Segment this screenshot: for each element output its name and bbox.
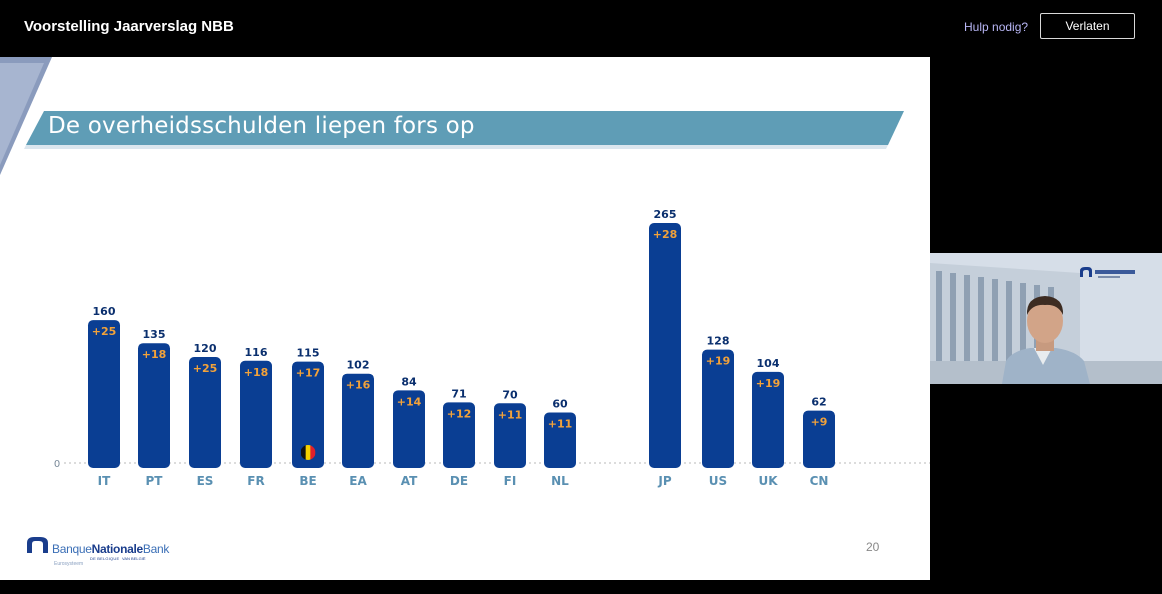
slide-decoration (0, 57, 904, 175)
leave-button[interactable]: Verlaten (1040, 13, 1135, 39)
change-label-fi: +11 (498, 408, 523, 421)
flag-stripe (310, 445, 316, 460)
change-label-ea: +16 (346, 379, 371, 392)
value-label-pt: 135 (143, 328, 166, 341)
change-label-at: +14 (397, 395, 422, 408)
value-label-be: 115 (297, 347, 320, 360)
category-label-at: AT (401, 474, 418, 488)
bar-at (393, 390, 425, 468)
slide-title: De overheidsschulden liepen fors op (48, 113, 475, 139)
change-label-us: +19 (706, 355, 731, 368)
page-number: 20 (866, 540, 880, 554)
value-label-cn: 62 (811, 396, 826, 409)
logo-word-bank: Bank (142, 542, 170, 556)
category-label-pt: PT (146, 474, 164, 488)
logo-sub-nl: VAN BELGIË (122, 556, 146, 561)
participant-video[interactable] (930, 253, 1162, 384)
bar-it (88, 320, 120, 468)
bar-us (702, 349, 734, 468)
change-label-nl: +11 (548, 418, 573, 431)
category-label-fr: FR (247, 474, 264, 488)
category-label-nl: NL (551, 474, 569, 488)
value-label-at: 84 (401, 375, 417, 388)
change-label-cn: +9 (811, 416, 828, 429)
bar-chart: 0 160 +25 IT 135 +18 PT 120 +25 ES 116 +18 FR 115 +17 B… (54, 208, 930, 488)
change-label-be: +17 (296, 367, 321, 380)
app-title: Voorstelling Jaarverslag NBB (24, 18, 234, 35)
value-label-us: 128 (707, 335, 730, 348)
category-label-uk: UK (758, 474, 778, 488)
change-label-es: +25 (193, 362, 218, 375)
change-label-fr: +18 (244, 366, 269, 379)
value-label-it: 160 (93, 305, 116, 318)
category-label-fi: FI (504, 474, 517, 488)
category-label-es: ES (197, 474, 214, 488)
belgian-flag-icon (301, 445, 316, 460)
category-label-jp: JP (657, 474, 671, 488)
zero-label: 0 (54, 459, 60, 470)
bar-pt (138, 343, 170, 468)
logo-eurosystem: Eurosysteem (54, 561, 84, 567)
value-label-uk: 104 (757, 357, 780, 370)
bar-ea (342, 373, 374, 468)
bar-uk (752, 371, 784, 468)
top-bar: Voorstelling Jaarverslag NBB Hulp nodig?… (0, 0, 1162, 56)
logo-wordmark: BanqueNationaleBank (52, 542, 169, 556)
category-label-be: BE (299, 474, 316, 488)
logo-word-banque: Banque (52, 542, 92, 556)
change-label-de: +12 (447, 407, 472, 420)
change-label-jp: +28 (653, 228, 678, 241)
value-label-ea: 102 (347, 359, 370, 372)
bar-cn (803, 410, 835, 468)
bar-es (189, 357, 221, 468)
presentation-slide: De overheidsschulden liepen fors op 0 160… (0, 57, 930, 580)
logo-sub-fr: DE BELGIQUE (90, 556, 120, 561)
category-label-de: DE (450, 474, 468, 488)
value-label-de: 71 (451, 387, 466, 400)
category-label-it: IT (98, 474, 111, 488)
bar-nl (544, 412, 576, 468)
value-label-fi: 70 (502, 388, 518, 401)
category-label-ea: EA (349, 474, 367, 488)
category-label-cn: CN (810, 474, 829, 488)
value-label-fr: 116 (245, 346, 268, 359)
help-link[interactable]: Hulp nodig? (964, 20, 1029, 34)
bar-jp (649, 223, 681, 468)
bar-fi (494, 403, 526, 468)
flag-stripe (301, 445, 306, 460)
flag-stripe (305, 445, 311, 460)
nbb-logo-icon (27, 537, 48, 553)
bar-fr (240, 360, 272, 468)
logo-word-nationale: Nationale (91, 542, 144, 556)
change-label-uk: +19 (756, 377, 781, 390)
change-label-pt: +18 (142, 348, 167, 361)
participant-video-feed-icon (930, 253, 1162, 384)
bar-de (443, 402, 475, 468)
category-label-us: US (709, 474, 727, 488)
bar-be (292, 361, 324, 468)
value-label-es: 120 (194, 342, 217, 355)
value-label-nl: 60 (552, 398, 568, 411)
change-label-it: +25 (92, 325, 117, 338)
value-label-jp: 265 (654, 208, 677, 221)
